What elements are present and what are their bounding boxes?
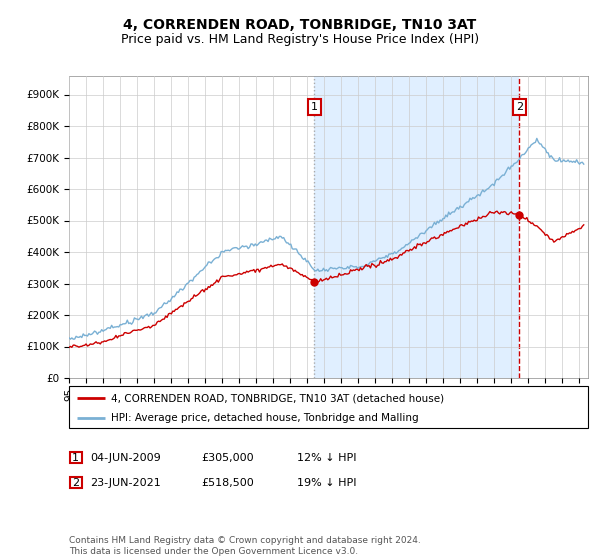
Text: 2: 2 bbox=[72, 478, 79, 488]
Text: £305,000: £305,000 bbox=[201, 452, 254, 463]
FancyBboxPatch shape bbox=[70, 477, 82, 488]
Text: 12% ↓ HPI: 12% ↓ HPI bbox=[297, 452, 356, 463]
Text: 23-JUN-2021: 23-JUN-2021 bbox=[90, 478, 161, 488]
Text: 1: 1 bbox=[72, 452, 79, 463]
Text: 1: 1 bbox=[311, 102, 318, 112]
Text: 04-JUN-2009: 04-JUN-2009 bbox=[90, 452, 161, 463]
Text: 2: 2 bbox=[516, 102, 523, 112]
Text: Contains HM Land Registry data © Crown copyright and database right 2024.
This d: Contains HM Land Registry data © Crown c… bbox=[69, 536, 421, 556]
FancyBboxPatch shape bbox=[70, 452, 82, 463]
FancyBboxPatch shape bbox=[69, 386, 588, 428]
Text: 4, CORRENDEN ROAD, TONBRIDGE, TN10 3AT (detached house): 4, CORRENDEN ROAD, TONBRIDGE, TN10 3AT (… bbox=[110, 393, 443, 403]
Text: HPI: Average price, detached house, Tonbridge and Malling: HPI: Average price, detached house, Tonb… bbox=[110, 413, 418, 423]
Bar bbox=[314, 76, 520, 378]
Text: Price paid vs. HM Land Registry's House Price Index (HPI): Price paid vs. HM Land Registry's House … bbox=[121, 32, 479, 46]
Text: 4, CORRENDEN ROAD, TONBRIDGE, TN10 3AT: 4, CORRENDEN ROAD, TONBRIDGE, TN10 3AT bbox=[124, 18, 476, 32]
Text: 19% ↓ HPI: 19% ↓ HPI bbox=[297, 478, 356, 488]
Text: £518,500: £518,500 bbox=[201, 478, 254, 488]
